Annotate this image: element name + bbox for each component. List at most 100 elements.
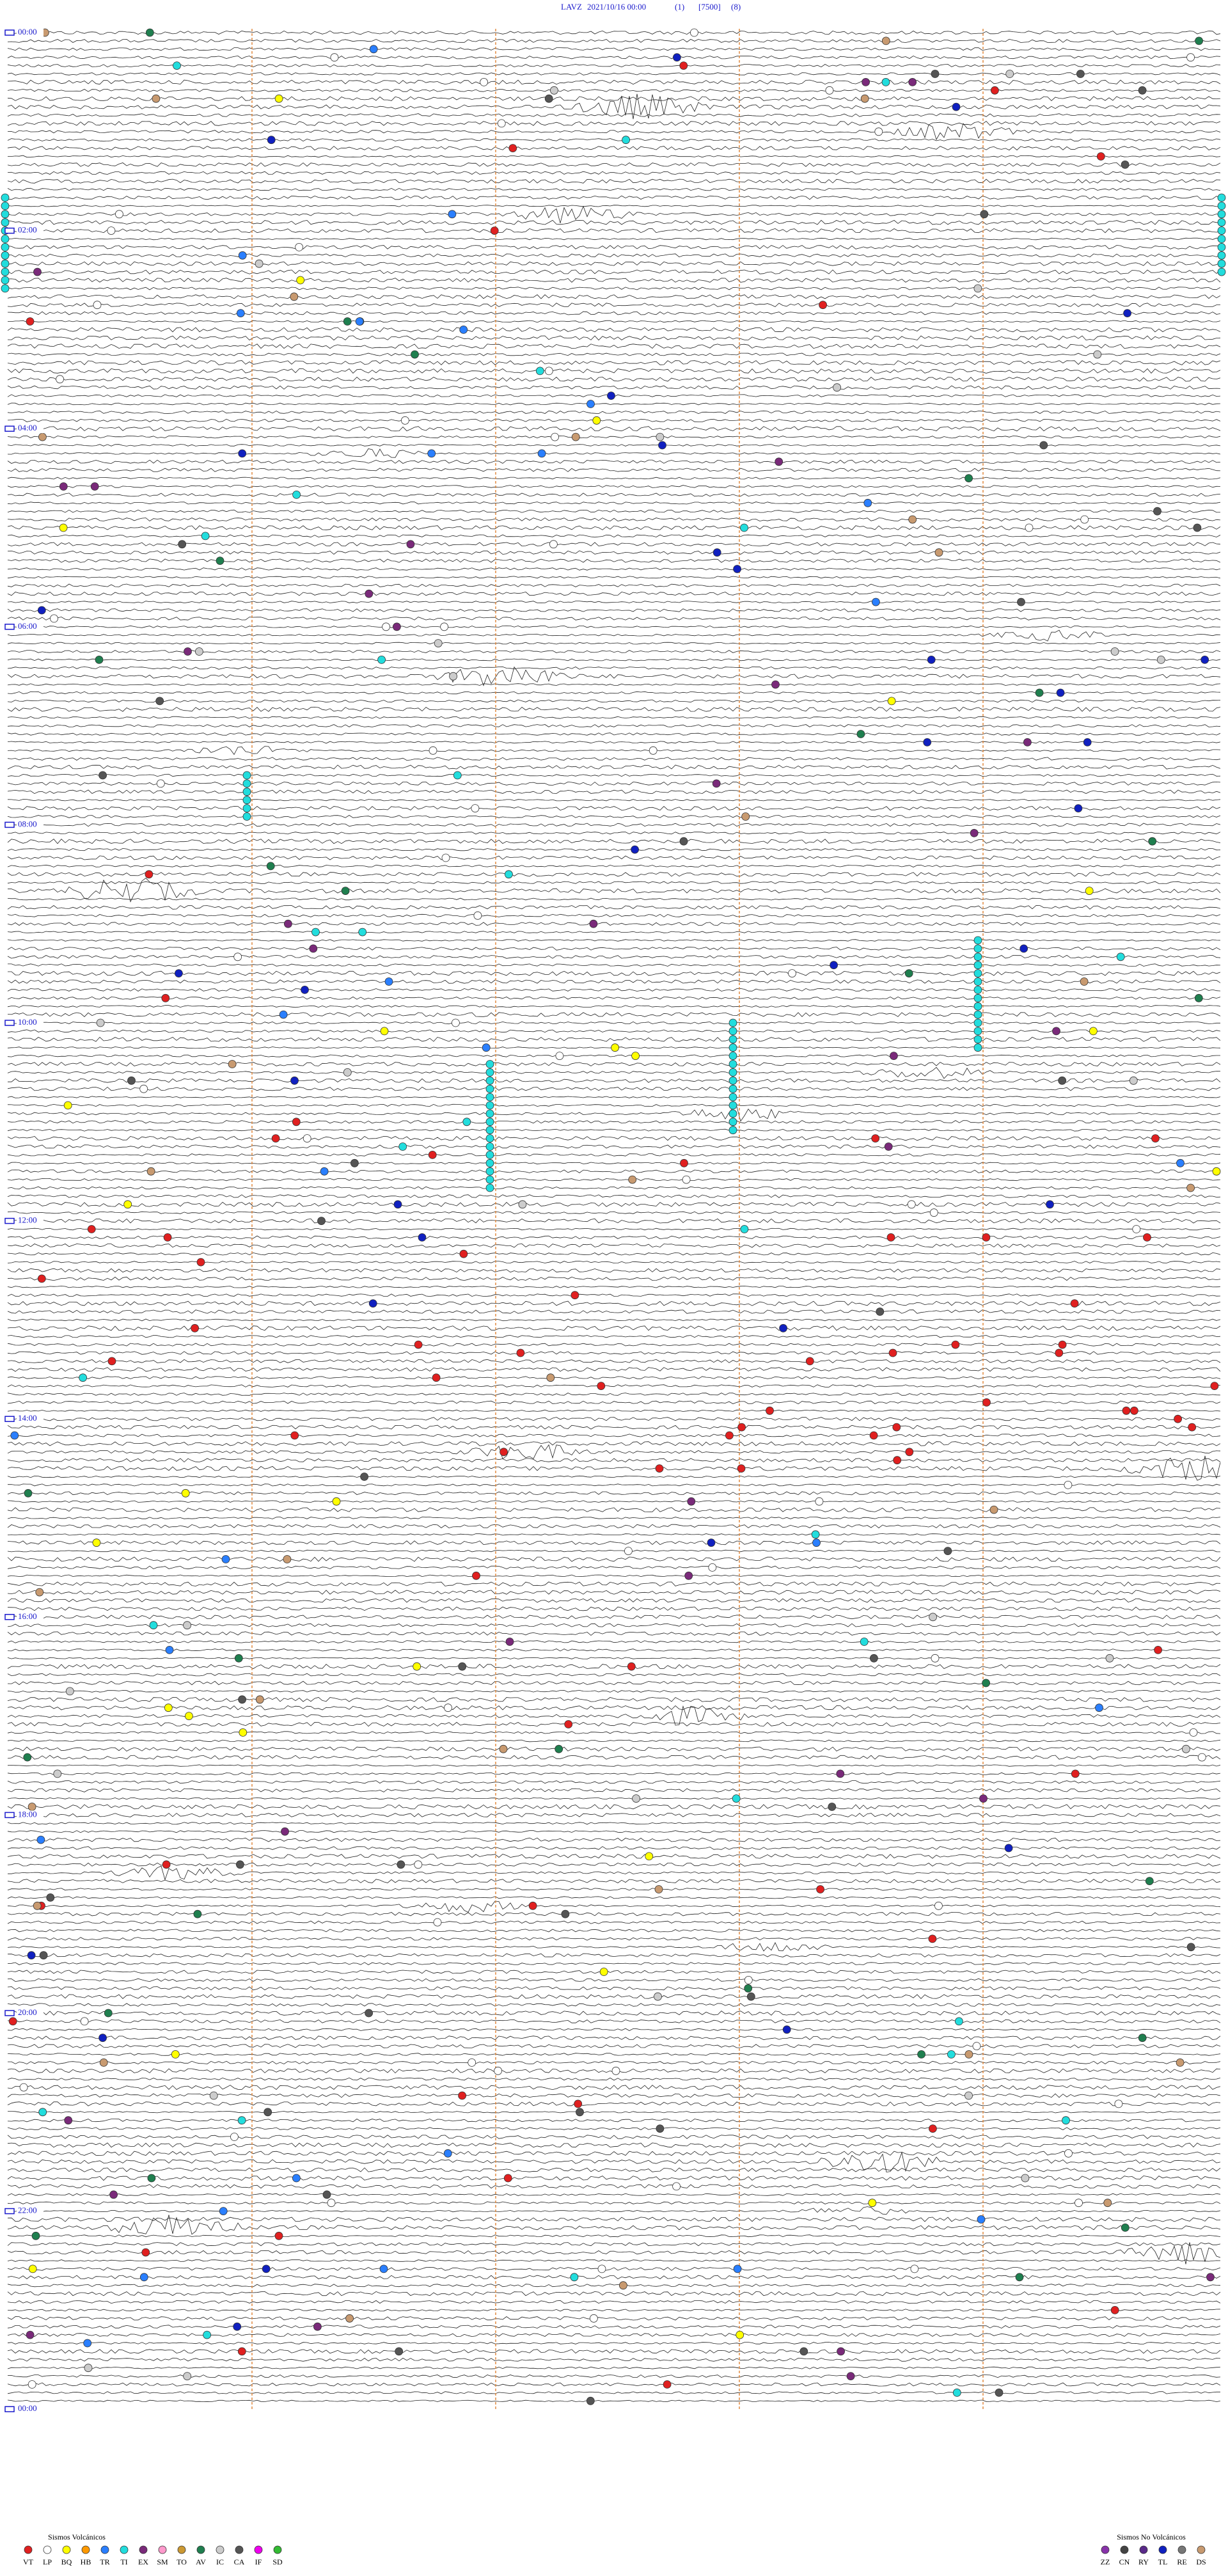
- event: [267, 136, 276, 145]
- event: [862, 77, 870, 86]
- legend-title: Sismos No Volcánicos: [1117, 2533, 1186, 2541]
- legend-swatch: [1101, 2545, 1110, 2554]
- event: [550, 86, 558, 95]
- trace: [7, 799, 1221, 802]
- trace: [7, 38, 1221, 43]
- event: [1217, 218, 1226, 227]
- event: [1064, 2149, 1073, 2158]
- event: [576, 2108, 584, 2117]
- trace: [7, 1243, 1221, 1248]
- event: [837, 2347, 845, 2356]
- legend-swatch: [1139, 2545, 1148, 2554]
- legend-swatch: [139, 2545, 148, 2554]
- legend-swatch: [196, 2545, 205, 2554]
- trace: [7, 1500, 1221, 1503]
- trace: [7, 1830, 1221, 1833]
- event: [1070, 1299, 1079, 1308]
- event: [183, 2372, 192, 2381]
- event: [1080, 515, 1089, 524]
- scale: [7500]: [698, 2, 721, 12]
- hour-label-bg: [17, 2206, 43, 2216]
- event: [429, 746, 437, 755]
- event: [732, 1794, 741, 1803]
- event: [1174, 1414, 1182, 1423]
- event: [290, 1431, 299, 1440]
- trace: [7, 1780, 1221, 1784]
- trace: [7, 187, 1221, 191]
- trace: [7, 625, 1221, 628]
- trace: [7, 1598, 1221, 1603]
- trace: [7, 1705, 1221, 1711]
- trace: [7, 477, 1221, 480]
- trace: [7, 1879, 1221, 1883]
- trace: [7, 2291, 1221, 2296]
- trace: [7, 658, 1221, 661]
- trace: [7, 1524, 1221, 1529]
- event: [1217, 201, 1226, 210]
- event: [1130, 1406, 1138, 1415]
- trace: [7, 2176, 1221, 2181]
- trace: [7, 1120, 1221, 1124]
- event: [728, 1093, 737, 1102]
- event: [343, 1068, 352, 1077]
- event: [728, 1109, 737, 1118]
- trace: [7, 1359, 1221, 1363]
- hour-marker: [4, 1217, 15, 1224]
- hour-marker: [4, 1614, 15, 1620]
- trace: [7, 2399, 1221, 2403]
- hour-marker: [4, 2010, 15, 2016]
- trace: [8, 1078, 1221, 1083]
- legend-code: BQ: [61, 2557, 72, 2566]
- event: [1217, 259, 1226, 268]
- event: [380, 1027, 389, 1036]
- legend: Sismos Volcánicos Sismos No Volcánicos V…: [23, 2533, 1206, 2566]
- trace: [7, 1475, 1221, 1478]
- event: [1, 235, 10, 243]
- event: [964, 474, 973, 482]
- event: [733, 565, 741, 573]
- trace: [7, 278, 1221, 283]
- event: [59, 482, 68, 491]
- event: [544, 94, 553, 103]
- trace: [7, 1533, 1221, 1536]
- trace: [7, 1029, 1221, 1033]
- event: [904, 969, 913, 977]
- event: [1197, 1753, 1206, 1762]
- trace: [7, 311, 1221, 315]
- event: [1056, 688, 1065, 697]
- event: [972, 2042, 981, 2051]
- event: [1110, 647, 1119, 656]
- event: [1186, 53, 1195, 62]
- trace: [7, 1309, 1221, 1314]
- hour-label: 08:00: [18, 819, 37, 828]
- hour-label: 02:00: [18, 225, 37, 235]
- trace: [7, 120, 1221, 126]
- trace: [7, 171, 1221, 175]
- event: [1217, 242, 1226, 251]
- trace: [7, 1054, 1220, 1057]
- event: [887, 697, 896, 706]
- trace: [7, 988, 1221, 992]
- event: [505, 1638, 514, 1646]
- event: [290, 1076, 299, 1085]
- trace: [7, 2382, 1221, 2387]
- event: [53, 1769, 62, 1778]
- legend-code: ZZ: [1101, 2557, 1110, 2566]
- event: [1, 201, 10, 210]
- event: [104, 2009, 113, 2018]
- event: [876, 1308, 885, 1316]
- trace: [7, 881, 1221, 884]
- event: [1074, 804, 1083, 812]
- event: [1058, 1076, 1067, 1085]
- event: [1206, 2273, 1215, 2282]
- event: [485, 1151, 494, 1159]
- event: [973, 936, 982, 945]
- event: [274, 2231, 283, 2240]
- hour-marker: [4, 425, 15, 432]
- trace: [7, 2135, 1221, 2139]
- trace: [7, 732, 1221, 736]
- event: [649, 746, 657, 755]
- event: [905, 1448, 914, 1457]
- event: [989, 1505, 998, 1514]
